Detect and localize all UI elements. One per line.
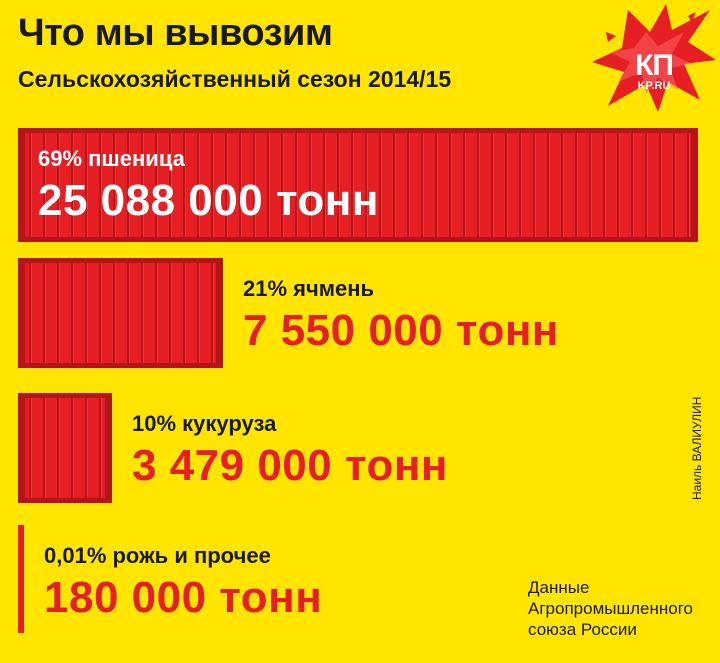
category-label-3: 10% кукуруза — [132, 411, 277, 436]
bar-2 — [18, 258, 223, 368]
value-label-2: 7 550 000 тонн — [243, 306, 559, 355]
value-label-3: 3 479 000 тонн — [132, 441, 448, 490]
logo-splash-icon — [592, 4, 716, 112]
bar-4 — [18, 525, 24, 633]
category-label-4: 0,01% рожь и прочее — [44, 543, 271, 568]
value-label-4: 180 000 тонн — [44, 573, 323, 622]
logo-kpru: KP.RU — [637, 80, 671, 92]
kp-logo — [588, 2, 718, 114]
bar-3 — [18, 393, 112, 503]
page-subtitle: Сельскохозяйственный сезон 2014/15 — [18, 66, 452, 92]
author-credit: Наиль ВАЛИУЛИН — [690, 396, 704, 500]
bar-1 — [18, 128, 698, 242]
page-title: Что мы вывозим — [18, 12, 333, 54]
category-label-1: 69% пшеница — [38, 146, 185, 171]
logo-text: КП KP.RU — [618, 49, 690, 93]
category-label-2: 21% ячмень — [243, 276, 375, 301]
data-source: Данные Агропромышленного союза России — [528, 578, 693, 639]
logo-kp: КП — [635, 49, 674, 82]
value-label-1: 25 088 000 тонн — [38, 176, 379, 225]
